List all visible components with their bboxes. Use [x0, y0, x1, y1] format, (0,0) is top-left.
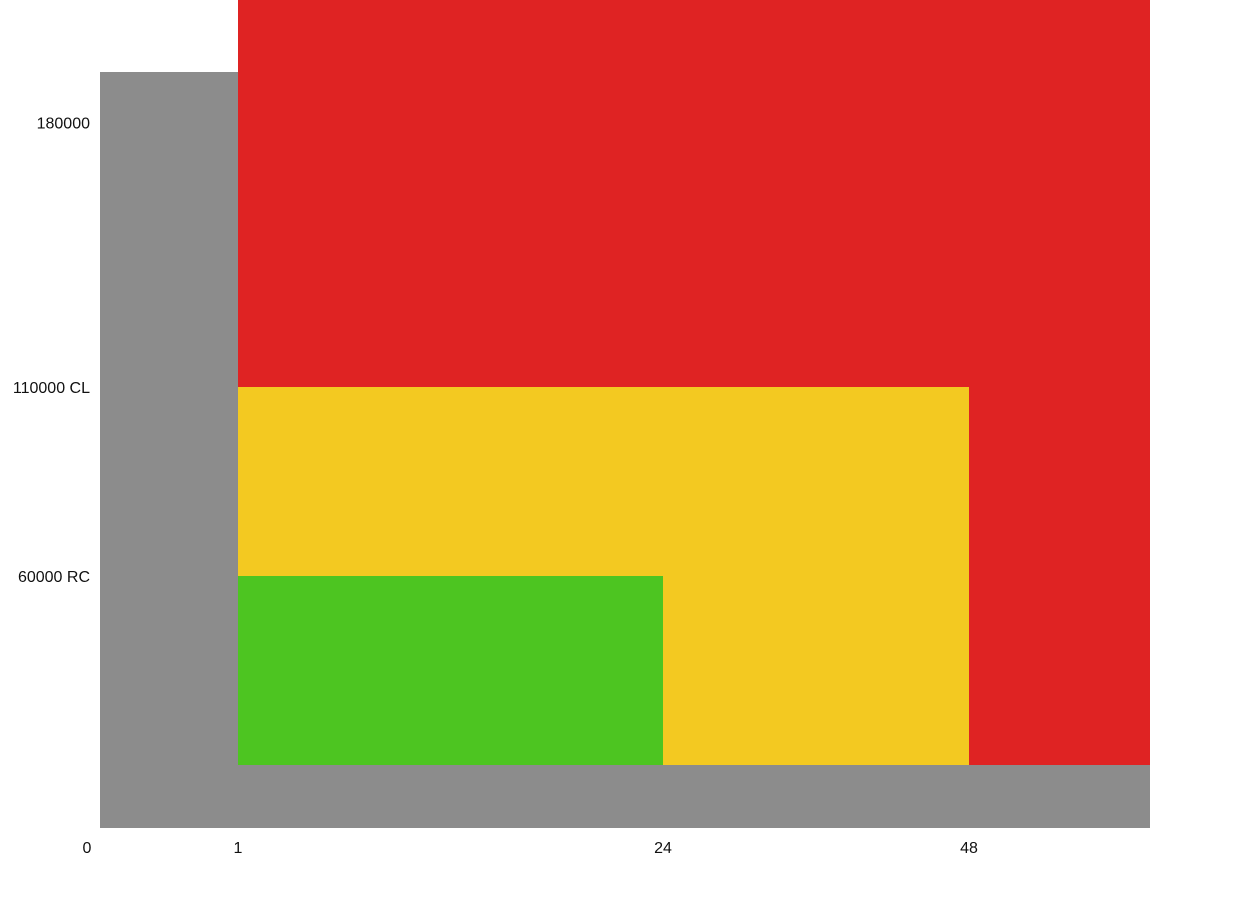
x-tick-label: 1 — [234, 840, 243, 857]
x-tick-label: 48 — [960, 840, 978, 857]
y-tick-label: 60000 RC — [18, 569, 90, 586]
zone-green — [238, 576, 663, 765]
y-tick-label: 110000 CL — [13, 380, 90, 397]
x-tick-label: 24 — [654, 840, 672, 857]
x-tick-label: 0 — [83, 840, 92, 857]
y-tick-label: 180000 — [37, 115, 90, 132]
